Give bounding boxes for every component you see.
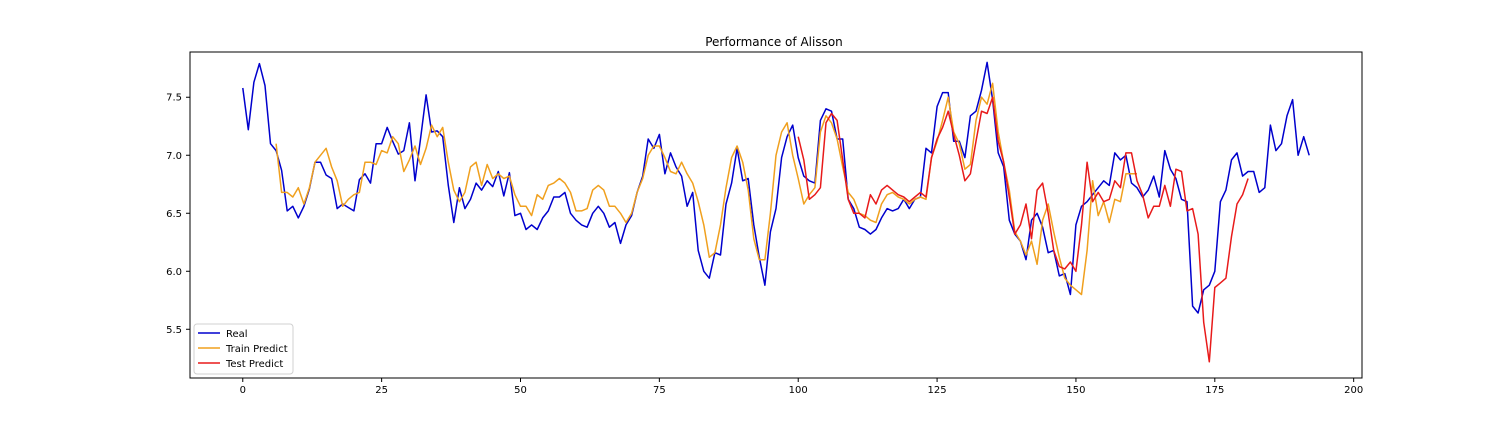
legend-box	[193, 323, 294, 375]
series-line-real	[242, 61, 1310, 314]
x-tick-label: 200	[1344, 385, 1363, 396]
y-tick-label: 5.5	[166, 325, 182, 336]
series-line-test-predict	[797, 96, 1249, 363]
y-axis: 5.5 6.0 6.5 7.0 7.5	[166, 93, 190, 336]
y-tick-label: 7.0	[166, 151, 182, 162]
plot-frame	[189, 51, 1363, 379]
y-tick-label: 7.5	[166, 93, 182, 104]
y-tick-label: 6.0	[166, 267, 182, 278]
x-tick-label: 75	[653, 385, 666, 396]
chart-title: Performance of Alisson	[705, 35, 843, 49]
x-tick-label: 25	[375, 385, 388, 396]
x-tick-label: 125	[928, 385, 947, 396]
x-tick-label: 0	[240, 385, 246, 396]
x-tick-label: 150	[1066, 385, 1085, 396]
series-layer	[242, 61, 1310, 363]
series-line-train-predict	[275, 82, 1137, 296]
legend: Real Train Predict Test Predict	[193, 323, 294, 375]
legend-label-test: Test Predict	[225, 359, 283, 370]
legend-label-real: Real	[226, 329, 248, 340]
y-tick-label: 6.5	[166, 209, 182, 220]
legend-label-train: Train Predict	[225, 344, 288, 355]
x-tick-label: 50	[514, 385, 527, 396]
x-axis: 0 25 50 75 100 125 150 175 200	[240, 378, 1363, 396]
x-tick-label: 175	[1205, 385, 1224, 396]
x-tick-label: 100	[789, 385, 808, 396]
